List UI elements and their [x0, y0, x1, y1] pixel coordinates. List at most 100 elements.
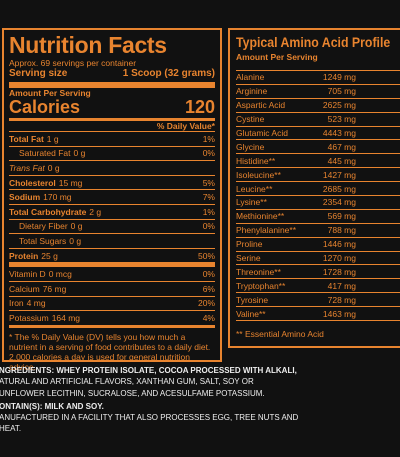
- value: 120: [184, 97, 215, 117]
- amount: 2 g: [89, 206, 102, 217]
- ingredients: NGREDIENTS: WHEY PROTEIN ISOLATE, COCOA …: [0, 366, 400, 436]
- label: Dietary Fiber: [19, 221, 68, 232]
- amino-row: Threonine** 1728 mg*: [236, 264, 400, 278]
- ingredient-line: HEAT.: [0, 424, 22, 434]
- calories: Calories 120: [9, 98, 215, 116]
- label: Cholesterol: [9, 177, 56, 188]
- nutrient: Iron 4 mg: [9, 298, 198, 308]
- amount: 1 g: [46, 133, 59, 144]
- nutrient: Sodium 170 mg: [9, 192, 203, 202]
- name: Arginine: [236, 86, 268, 97]
- amount: 788 mg: [327, 225, 356, 236]
- label: Vitamin D: [9, 269, 46, 280]
- name: Glycine: [236, 141, 265, 152]
- amount: 467 mg: [327, 141, 356, 152]
- label: Sodium: [9, 192, 41, 203]
- daily-value: 7%: [202, 192, 215, 203]
- ingredient-line: UNFLOWER LECITHIN, SUCRALOSE, AND ACESUL…: [0, 388, 265, 398]
- mark: *: [356, 239, 400, 249]
- amount: 0 g: [47, 162, 60, 173]
- label: Total Carbohydrate: [9, 206, 87, 217]
- mark: *: [356, 142, 400, 152]
- rows: Total Fat 1 g 1% Saturated Fat 0 g 0% Trans Fa…: [9, 131, 215, 325]
- daily-value: 5%: [202, 177, 215, 188]
- amount: 170 mg: [43, 192, 72, 203]
- label: Calcium: [9, 283, 40, 294]
- nutrient-row: Total Fat 1 g 1%: [9, 131, 215, 146]
- daily-value: 0%: [202, 221, 215, 232]
- name: Aspartic Acid: [236, 100, 286, 111]
- amino-row: Tryptophan** 417 mg*: [236, 278, 400, 292]
- daily-value: 1%: [202, 133, 215, 144]
- amount: 728 mg: [327, 294, 356, 305]
- mark: *: [356, 211, 400, 221]
- name: Isoleucine**: [236, 169, 281, 180]
- label: Calories: [9, 97, 81, 117]
- nutrient: Protein 25 g: [9, 251, 198, 261]
- name: Serine: [236, 253, 261, 264]
- amount-per-serving: Amount Per Serving: [9, 82, 215, 98]
- nutrient-row: Potassium 164 mg 4%: [9, 310, 215, 325]
- nutrient: Potassium 164 mg: [9, 313, 203, 323]
- amount: 1463 mg: [322, 308, 356, 319]
- name: Proline: [236, 239, 263, 250]
- name: Phenylalanine**: [236, 225, 297, 236]
- amount: 1270 mg: [322, 253, 356, 264]
- amino-row: Methionine** 569 mg*: [236, 208, 400, 223]
- mark: *: [356, 86, 400, 96]
- amount: 0 g: [73, 148, 86, 159]
- amino-row: Leucine** 2685 mg*: [236, 181, 400, 195]
- mark: *: [356, 295, 400, 305]
- nutrient-row: Trans Fat 0 g: [9, 160, 215, 175]
- ingredient-line: NGREDIENTS: WHEY PROTEIN ISOLATE, COCOA …: [0, 366, 297, 375]
- mark: *: [356, 170, 400, 180]
- label: Total Sugars: [19, 235, 67, 246]
- nutrition-panel: Nutrition Facts Approx. 69 servings per …: [2, 28, 222, 372]
- ingredient-line: ANUFACTURED IN A FACILITY THAT ALSO PROC…: [0, 413, 299, 423]
- mark: *: [356, 309, 400, 319]
- amount: 0 mcg: [48, 269, 72, 280]
- amount: 1427 mg: [322, 169, 356, 180]
- amino-row: Aspartic Acid 2625 mg*: [236, 97, 400, 112]
- name: Methionine**: [236, 211, 285, 222]
- nutrient: Trans Fat 0 g: [9, 163, 215, 173]
- daily-value: 0%: [202, 269, 215, 280]
- servings: Approx. 69 servings per container: [9, 58, 137, 68]
- nutrient: Total Carbohydrate 2 g: [9, 207, 203, 217]
- amount: 2354 mg: [322, 197, 356, 208]
- nutrient: Dietary Fiber 0 g: [19, 221, 203, 231]
- name: Glutamic Acid: [236, 128, 288, 138]
- daily-value: 20%: [197, 298, 215, 309]
- amino-row: Lysine** 2354 mg*: [236, 195, 400, 209]
- amount: 569 mg: [327, 211, 356, 222]
- mark: *: [356, 100, 400, 110]
- amount: 417 mg: [327, 280, 356, 291]
- amount: 76 mg: [42, 283, 67, 294]
- amino-panel: Typical Amino Acid Profile Amount Per Se…: [228, 28, 400, 348]
- amino-row: Isoleucine** 1427 mg*: [236, 167, 400, 181]
- nutrient-row: Cholesterol 15 mg 5%: [9, 174, 215, 190]
- name: Histidine**: [236, 155, 276, 166]
- amount: 4443 mg: [322, 128, 356, 138]
- amount: 0 g: [69, 235, 82, 246]
- nutrient-row: Sodium 170 mg 7%: [9, 189, 215, 204]
- daily-value: 50%: [197, 250, 215, 261]
- mark: *: [356, 128, 400, 138]
- label: Serving size: [9, 68, 68, 79]
- amino-row: Serine 1270 mg*: [236, 250, 400, 265]
- nutrient: Total Sugars 0 g: [19, 236, 215, 246]
- dv-header: % Daily Value*: [9, 118, 215, 131]
- daily-value: 4%: [202, 312, 215, 323]
- nutrient: Calcium 76 mg: [9, 284, 203, 294]
- amino-row: Glycine 467 mg*: [236, 139, 400, 153]
- label: Potassium: [9, 312, 49, 323]
- amino-row: Glutamic Acid 4443 mg*: [236, 125, 400, 140]
- amino-row: Cystine 523 mg*: [236, 111, 400, 126]
- mark: *: [356, 281, 400, 291]
- name: Leucine**: [236, 183, 273, 194]
- amount: 2685 mg: [322, 183, 356, 194]
- amino-row: Valine** 1463 mg*: [236, 306, 400, 320]
- daily-value: 6%: [202, 283, 215, 294]
